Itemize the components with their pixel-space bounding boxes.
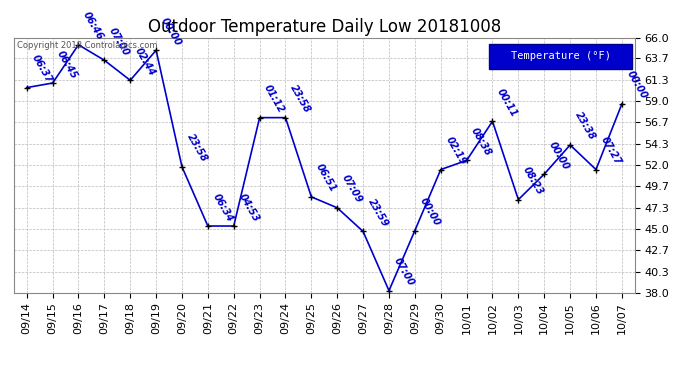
Text: 08:23: 08:23 — [521, 165, 545, 197]
Text: 00:00: 00:00 — [159, 16, 183, 48]
Text: 02:19: 02:19 — [444, 135, 468, 167]
Text: Temperature (°F): Temperature (°F) — [511, 51, 611, 61]
Text: 00:11: 00:11 — [495, 87, 520, 118]
Text: 23:38: 23:38 — [573, 111, 597, 142]
Text: 00:00: 00:00 — [417, 196, 442, 228]
Text: 07:27: 07:27 — [599, 135, 623, 167]
Text: 06:45: 06:45 — [55, 48, 79, 80]
Text: 06:34: 06:34 — [210, 192, 235, 223]
Text: 07:09: 07:09 — [340, 173, 364, 205]
Text: 06:46: 06:46 — [81, 10, 106, 42]
Text: 04:53: 04:53 — [237, 192, 261, 223]
Text: 06:51: 06:51 — [314, 162, 338, 194]
Text: 07:00: 07:00 — [392, 256, 416, 288]
Text: 07:00: 07:00 — [107, 26, 131, 57]
Text: 00:00: 00:00 — [624, 69, 649, 101]
Text: 23:59: 23:59 — [366, 197, 390, 229]
Text: 23:58: 23:58 — [288, 83, 313, 115]
Text: 08:38: 08:38 — [469, 126, 493, 158]
Text: 06:37: 06:37 — [30, 53, 54, 85]
Text: 00:00: 00:00 — [547, 140, 571, 171]
Text: 01:12: 01:12 — [262, 83, 286, 115]
FancyBboxPatch shape — [489, 44, 632, 69]
Text: 23:58: 23:58 — [185, 132, 209, 164]
Text: 02:44: 02:44 — [133, 46, 157, 78]
Text: Copyright 2018 Controlapics.com: Copyright 2018 Controlapics.com — [17, 41, 157, 50]
Title: Outdoor Temperature Daily Low 20181008: Outdoor Temperature Daily Low 20181008 — [148, 18, 501, 36]
